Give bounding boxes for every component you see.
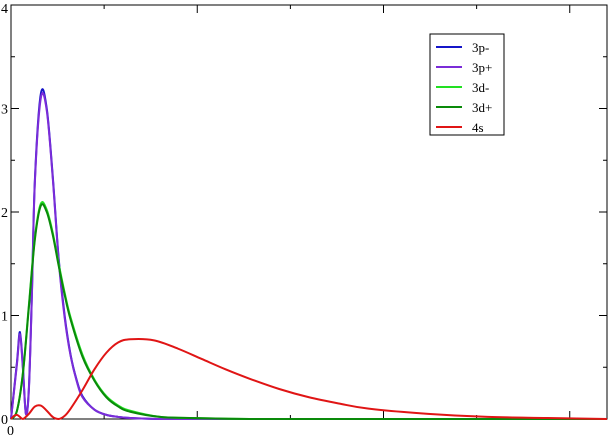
legend-box <box>429 33 505 136</box>
legend-label: 3d+ <box>472 100 492 115</box>
legend-label: 4s <box>472 120 484 135</box>
plot-frame <box>10 4 608 420</box>
series-line-3d-minus <box>10 201 607 420</box>
x-tick-label: 0 <box>7 424 14 439</box>
series-line-3p-plus <box>10 92 607 421</box>
y-tick-label: 3 <box>1 103 8 118</box>
y-tick-label: 0 <box>1 413 8 428</box>
axis-ticks <box>10 4 607 420</box>
y-tick-label: 2 <box>1 206 8 221</box>
legend-label: 3p+ <box>472 60 492 75</box>
series-line-4s <box>10 338 608 420</box>
legend-label: 3p- <box>472 40 489 55</box>
series-line-3d-plus <box>10 203 607 420</box>
legend-label: 3d- <box>472 80 489 95</box>
series-layer <box>10 88 608 421</box>
axis-tick-labels: 0 1 2 3 4 0 <box>1 2 14 439</box>
legend: 3p- 3p+ 3d- 3d+ 4s <box>429 33 505 136</box>
y-tick-label: 1 <box>1 310 8 325</box>
y-tick-label: 4 <box>1 2 8 17</box>
series-line-3p-minus <box>10 88 607 421</box>
